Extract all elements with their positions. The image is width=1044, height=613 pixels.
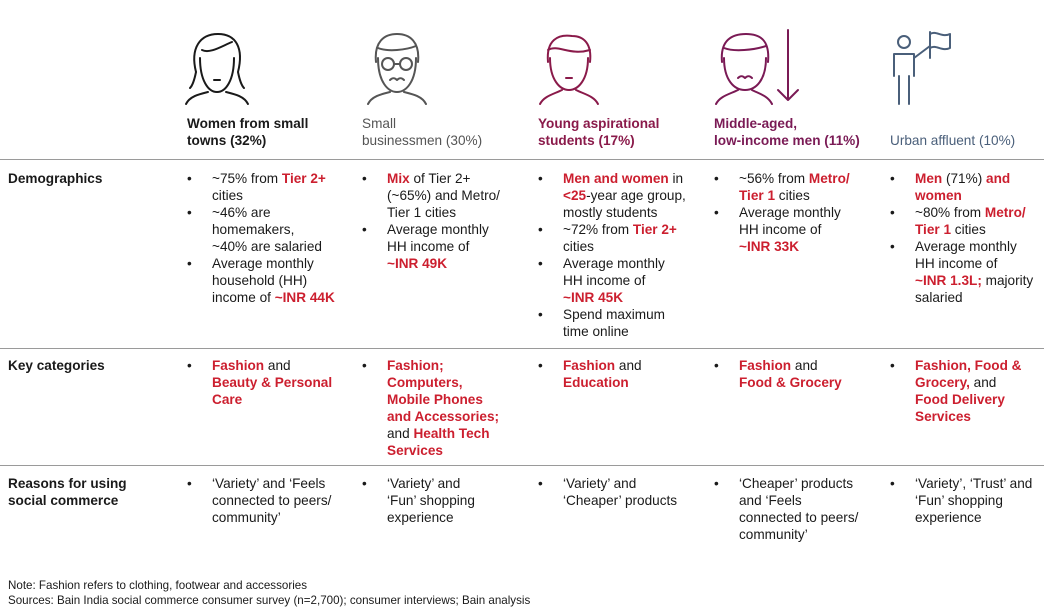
list-item: Mix of Tier 2+(~65%) and Metro/Tier 1 ci…: [362, 170, 500, 221]
segment-share: (32%): [230, 133, 267, 148]
segment-name: Small: [362, 116, 396, 131]
list-item: ~80% from Metro/Tier 1 cities: [890, 204, 1033, 238]
segment-name: Young aspirational: [538, 116, 660, 131]
demographics-women: ~75% from Tier 2+cities ~46% arehomemake…: [187, 170, 335, 306]
segment-header-students: Young aspirational students (17%): [538, 115, 659, 149]
list-item: ~72% from Tier 2+cities: [538, 221, 686, 255]
segment-name-2: towns: [187, 133, 227, 148]
segment-name-2: low-income men: [714, 133, 821, 148]
row-label-key-categories: Key categories: [8, 358, 105, 373]
flag-person-icon: [886, 28, 956, 106]
divider: [0, 159, 1044, 160]
demographics-students: Men and women in<25-year age group,mostl…: [538, 170, 686, 340]
segment-name-2: businessmen: [362, 133, 443, 148]
list-item: ‘Variety’, ‘Trust’ and‘Fun’ shoppingexpe…: [890, 475, 1032, 526]
row-label-reasons: Reasons for using social commerce: [8, 475, 127, 509]
segment-name: Middle-aged,: [714, 116, 798, 131]
row-label-line: Reasons for using: [8, 476, 127, 491]
student-face-icon: [534, 28, 604, 106]
woman-face-icon: [182, 28, 252, 106]
row-label-demographics: Demographics: [8, 171, 103, 186]
segment-share: (30%): [445, 133, 483, 148]
demographics-middle-aged: ~56% from Metro/Tier 1 cities Average mo…: [714, 170, 850, 255]
list-item: Men and women in<25-year age group,mostl…: [538, 170, 686, 221]
segment-header-middle-aged: Middle-aged, low-income men (11%): [714, 115, 860, 149]
reasons-urban: ‘Variety’, ‘Trust’ and‘Fun’ shoppingexpe…: [890, 475, 1032, 526]
segment-header-urban: Urban affluent (10%): [890, 132, 1015, 149]
segment-header-women: Women from small towns (32%): [187, 115, 308, 149]
row-label-line: social commerce: [8, 493, 119, 508]
middle-aged-man-face-icon: [714, 28, 799, 106]
divider: [0, 348, 1044, 349]
sources: Sources: Bain India social commerce cons…: [8, 594, 531, 607]
segment-name: Women from small: [187, 116, 309, 131]
reasons-students: ‘Variety’ and‘Cheaper’ products: [538, 475, 677, 509]
list-item: ‘Variety’ and‘Cheaper’ products: [538, 475, 677, 509]
segment-share: (11%): [824, 133, 860, 148]
segment-share: (17%): [598, 133, 635, 148]
segment-header-businessmen: Small businessmen (30%): [362, 115, 482, 149]
segment-share: (10%): [978, 133, 1016, 148]
list-item: ~56% from Metro/Tier 1 cities: [714, 170, 850, 204]
footnote: Note: Fashion refers to clothing, footwe…: [8, 579, 308, 592]
segment-name: Urban affluent: [890, 133, 976, 148]
businessman-face-icon: [362, 28, 432, 106]
list-item: ~75% from Tier 2+cities: [187, 170, 335, 204]
segment-name-2: students: [538, 133, 595, 148]
divider: [0, 465, 1044, 466]
demographics-businessmen: Mix of Tier 2+(~65%) and Metro/Tier 1 ci…: [362, 170, 500, 272]
